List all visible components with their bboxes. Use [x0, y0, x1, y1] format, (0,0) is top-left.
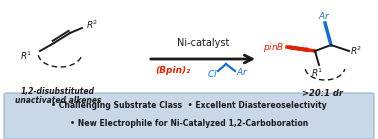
Text: unactivated alkenes: unactivated alkenes: [15, 96, 101, 105]
Text: $\it{Ar}$: $\it{Ar}$: [236, 65, 249, 76]
Text: Ni-catalyst: Ni-catalyst: [177, 38, 229, 48]
Text: • Challenging Substrate Class  • Excellent Diastereoselectivity: • Challenging Substrate Class • Excellen…: [51, 101, 327, 111]
Text: $\it{Cl}$: $\it{Cl}$: [207, 68, 218, 79]
Text: 1,2-disubstituted: 1,2-disubstituted: [21, 87, 95, 96]
Text: (Bpin)₂: (Bpin)₂: [155, 66, 190, 75]
Text: • New Electrophile for Ni-Catalyzed 1,2-Carboboration: • New Electrophile for Ni-Catalyzed 1,2-…: [70, 119, 308, 127]
Text: >20:1 dr: >20:1 dr: [302, 89, 344, 98]
Text: $R^2$: $R^2$: [350, 45, 363, 57]
Text: $\it{pinB}$: $\it{pinB}$: [263, 40, 285, 54]
Text: $\it{Ar}$: $\it{Ar}$: [318, 10, 330, 21]
FancyBboxPatch shape: [4, 93, 374, 139]
Text: $R^1$: $R^1$: [20, 50, 32, 62]
Text: $R^2$: $R^2$: [86, 19, 98, 31]
Text: $R^1$: $R^1$: [311, 67, 323, 79]
